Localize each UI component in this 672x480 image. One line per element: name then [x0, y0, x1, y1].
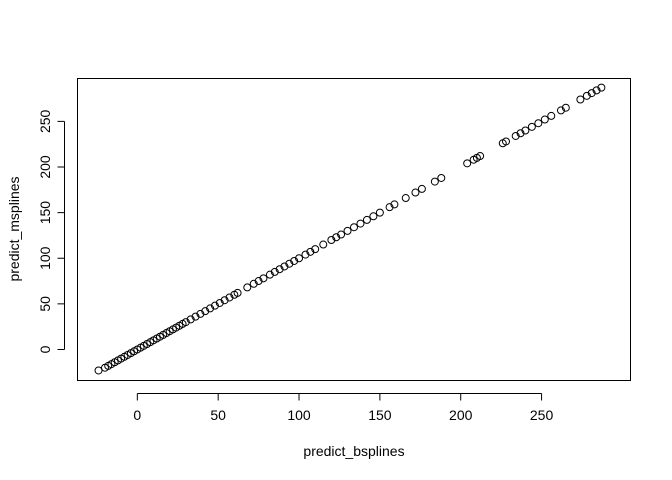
data-point: [356, 219, 365, 228]
x-tick-label: 100: [287, 407, 311, 423]
data-point: [511, 131, 520, 140]
data-point: [215, 298, 224, 307]
y-tick-label: 0: [37, 345, 53, 353]
x-tick-label: 250: [530, 407, 554, 423]
data-point: [233, 288, 242, 297]
x-axis: 0 50 100 150 200 250: [133, 393, 554, 423]
data-point: [259, 274, 268, 283]
data-point: [295, 254, 304, 263]
data-point: [337, 230, 346, 239]
data-point: [306, 247, 315, 256]
y-tick-label: 200: [37, 155, 53, 179]
data-point: [220, 296, 229, 305]
x-tick-label: 0: [133, 407, 141, 423]
data-point: [437, 173, 446, 182]
data-point: [576, 95, 585, 104]
data-point: [280, 262, 289, 271]
data-point: [375, 208, 384, 217]
data-point: [597, 83, 606, 92]
data-point: [534, 119, 543, 128]
y-tick-label: 150: [37, 201, 53, 225]
data-point: [463, 159, 472, 168]
data-point: [206, 304, 215, 313]
x-tick-label: 150: [368, 407, 392, 423]
data-point: [249, 279, 258, 288]
data-point: [243, 283, 252, 292]
data-point: [430, 177, 439, 186]
data-point: [401, 194, 410, 203]
data-point: [275, 265, 284, 274]
data-point: [265, 270, 274, 279]
data-point: [181, 318, 190, 327]
data-point: [521, 126, 530, 135]
plot-frame: [77, 78, 631, 381]
data-point: [476, 152, 485, 161]
x-axis-title: predict_bsplines: [303, 443, 404, 459]
y-tick-label: 100: [37, 246, 53, 270]
data-point: [225, 293, 234, 302]
data-point: [369, 212, 378, 221]
data-point: [587, 89, 596, 98]
data-point: [285, 259, 294, 268]
y-tick-label: 50: [37, 296, 53, 312]
data-point: [527, 122, 536, 131]
data-point: [201, 307, 210, 316]
y-axis: 0 50 100 150 200 250: [37, 109, 65, 353]
data-point: [327, 235, 336, 244]
data-point: [186, 315, 195, 324]
data-point: [350, 223, 358, 232]
data-point: [210, 301, 219, 310]
data-points: [94, 83, 606, 375]
data-point: [592, 86, 601, 95]
data-point: [319, 240, 328, 249]
data-point: [417, 184, 426, 193]
data-point: [540, 115, 549, 124]
data-point: [94, 366, 103, 375]
data-point: [196, 309, 205, 318]
data-point: [343, 226, 352, 235]
data-point: [556, 106, 565, 115]
data-point: [270, 267, 279, 276]
x-tick-label: 200: [449, 407, 473, 423]
data-point: [582, 91, 591, 100]
data-point: [390, 200, 399, 209]
data-point: [191, 312, 200, 321]
data-point: [254, 277, 263, 286]
data-point: [290, 256, 299, 265]
data-point: [362, 215, 371, 224]
data-point: [311, 245, 320, 254]
data-point: [411, 188, 420, 197]
data-point: [332, 233, 341, 242]
data-point: [547, 111, 556, 120]
data-point: [385, 203, 394, 212]
y-axis-title: predict_msplines: [6, 176, 22, 281]
x-tick-label: 50: [210, 407, 226, 423]
data-point: [301, 250, 310, 259]
data-point: [561, 103, 570, 112]
data-point: [516, 129, 525, 138]
y-tick-label: 250: [37, 109, 53, 133]
data-point: [501, 137, 510, 146]
